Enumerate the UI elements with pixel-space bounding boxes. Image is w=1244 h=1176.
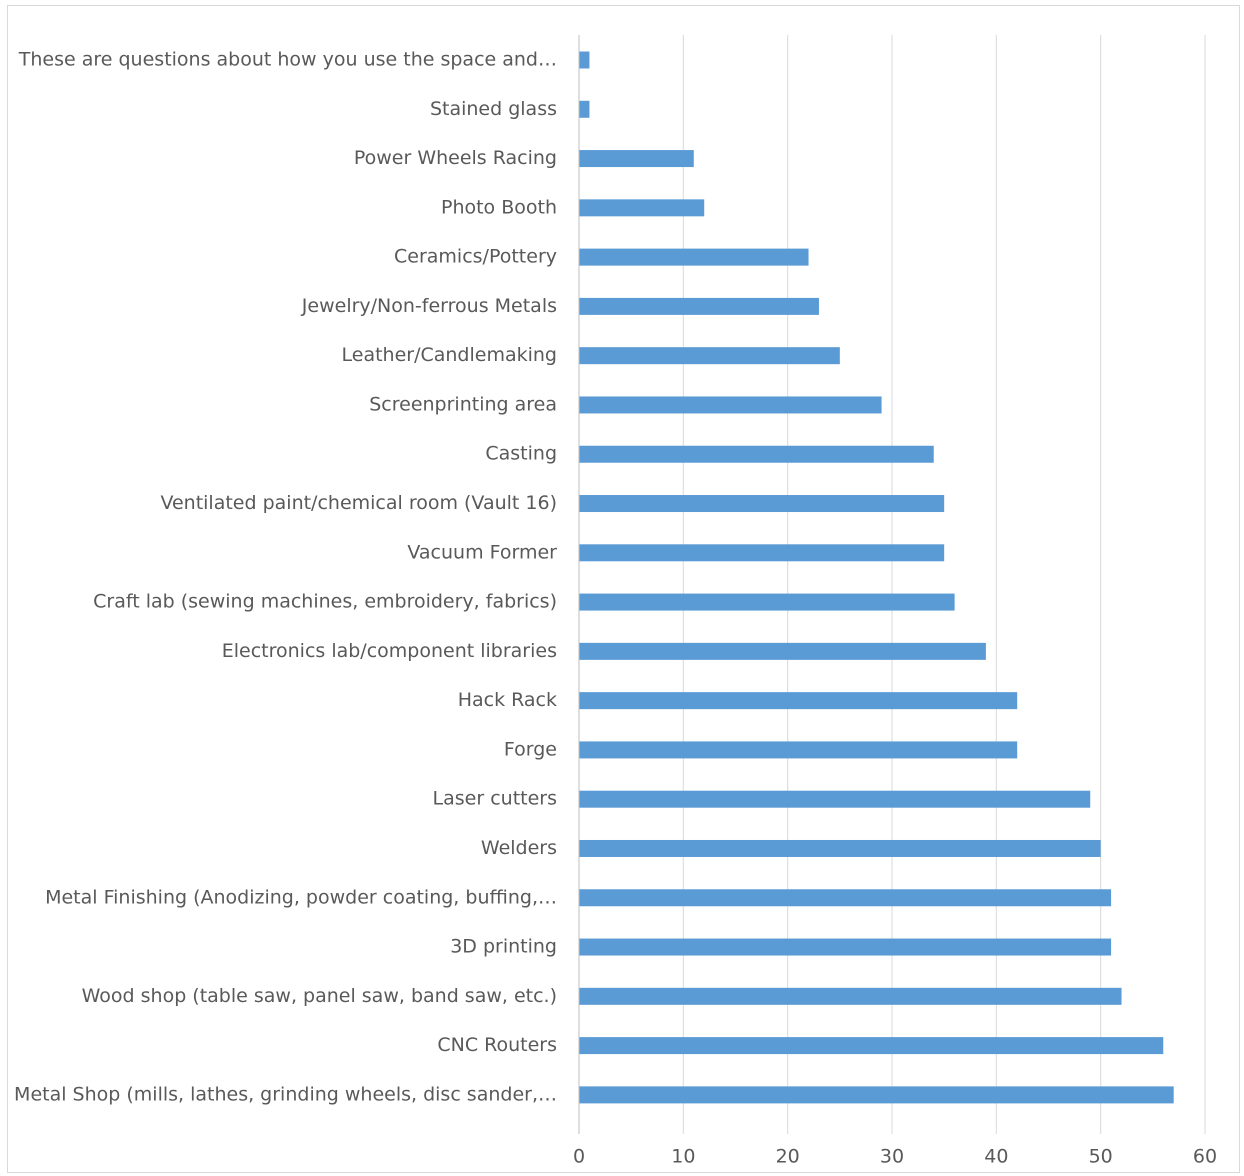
category-labels: These are questions about how you use th… bbox=[14, 49, 557, 1106]
bar bbox=[579, 889, 1112, 907]
category-label: Power Wheels Racing bbox=[354, 147, 557, 169]
bar bbox=[579, 150, 694, 168]
bar bbox=[579, 1037, 1164, 1055]
bar bbox=[579, 248, 809, 266]
category-label: Welders bbox=[481, 837, 557, 859]
bar bbox=[579, 987, 1122, 1005]
category-label: Laser cutters bbox=[433, 788, 557, 810]
x-tick-label: 0 bbox=[573, 1146, 585, 1168]
bar bbox=[579, 297, 819, 315]
category-label: Ceramics/Pottery bbox=[394, 246, 557, 268]
bar bbox=[579, 544, 945, 562]
category-label: Metal Finishing (Anodizing, powder coati… bbox=[45, 886, 557, 908]
bar bbox=[579, 1086, 1174, 1104]
x-tick-label: 10 bbox=[671, 1146, 695, 1168]
bar bbox=[579, 51, 590, 69]
bar bbox=[579, 100, 590, 118]
category-label: These are questions about how you use th… bbox=[18, 49, 557, 71]
category-label: Vacuum Former bbox=[407, 541, 557, 563]
category-label: Stained glass bbox=[430, 98, 557, 120]
category-label: CNC Routers bbox=[437, 1034, 557, 1056]
category-label: Photo Booth bbox=[441, 196, 557, 218]
category-label: Craft lab (sewing machines, embroidery, … bbox=[93, 591, 557, 613]
bar bbox=[579, 199, 705, 217]
bar bbox=[579, 692, 1018, 710]
horizontal-bar-chart: These are questions about how you use th… bbox=[14, 35, 1217, 1168]
category-label: Leather/Candlemaking bbox=[342, 344, 558, 366]
category-label: Metal Shop (mills, lathes, grinding whee… bbox=[14, 1083, 557, 1105]
category-label: Hack Rack bbox=[458, 689, 557, 711]
bar bbox=[579, 445, 934, 463]
chart-frame: These are questions about how you use th… bbox=[7, 5, 1240, 1173]
bar bbox=[579, 741, 1018, 759]
bar bbox=[579, 593, 955, 611]
category-label: Jewelry/Non-ferrous Metals bbox=[301, 295, 557, 317]
x-tick-label: 20 bbox=[776, 1146, 800, 1168]
category-label: Ventilated paint/chemical room (Vault 16… bbox=[160, 492, 557, 514]
category-label: Casting bbox=[485, 443, 557, 465]
gridlines bbox=[682, 35, 1206, 1134]
category-label: Screenprinting area bbox=[369, 393, 557, 415]
x-tick-label: 30 bbox=[880, 1146, 904, 1168]
bars bbox=[579, 51, 1174, 1104]
category-label: 3D printing bbox=[450, 936, 557, 958]
x-tick-label: 40 bbox=[984, 1146, 1008, 1168]
bar bbox=[579, 642, 986, 660]
bar bbox=[579, 347, 840, 365]
bar bbox=[579, 396, 882, 414]
bar bbox=[579, 495, 945, 513]
category-label: Electronics lab/component libraries bbox=[222, 640, 557, 662]
x-tick-label: 60 bbox=[1193, 1146, 1217, 1168]
bar bbox=[579, 938, 1112, 956]
category-label: Wood shop (table saw, panel saw, band sa… bbox=[82, 985, 557, 1007]
bar bbox=[579, 839, 1101, 857]
bar bbox=[579, 790, 1091, 808]
x-tick-label: 50 bbox=[1089, 1146, 1113, 1168]
category-label: Forge bbox=[504, 738, 557, 760]
x-tick-labels: 0 10 20 30 40 50 60 bbox=[573, 1146, 1217, 1168]
